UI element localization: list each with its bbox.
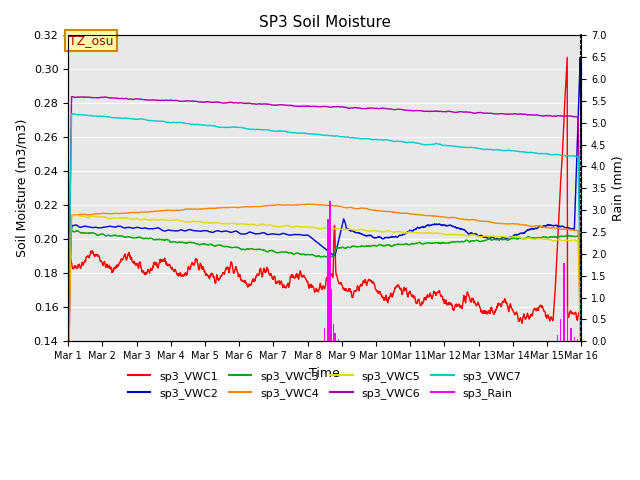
sp3_VWC7 [356, 136, 364, 142]
sp3_VWC1 [577, 338, 585, 344]
Y-axis label: Soil Moisture (m3/m3): Soil Moisture (m3/m3) [15, 119, 28, 257]
sp3_VWC2 [64, 338, 72, 344]
sp3_VWC5 [64, 338, 72, 344]
sp3_VWC2 [302, 232, 310, 238]
sp3_VWC7 [302, 131, 310, 136]
sp3_VWC4 [104, 211, 112, 216]
sp3_VWC3 [67, 227, 74, 233]
sp3_VWC5 [356, 227, 364, 232]
Bar [563, 263, 565, 341]
sp3_VWC5 [104, 216, 112, 221]
sp3_VWC4 [125, 210, 132, 216]
sp3_VWC1 [282, 285, 290, 291]
X-axis label: Time: Time [309, 367, 340, 380]
sp3_VWC6 [68, 94, 76, 99]
Bar [582, 340, 584, 341]
sp3_VWC5 [282, 222, 290, 228]
sp3_VWC6 [356, 105, 364, 111]
sp3_VWC1 [125, 250, 132, 255]
sp3_VWC3 [125, 234, 133, 240]
sp3_VWC3 [577, 338, 585, 344]
sp3_VWC5 [293, 223, 301, 229]
sp3_VWC4 [64, 338, 72, 344]
Bar [573, 337, 575, 341]
Legend: sp3_VWC1, sp3_VWC2, sp3_VWC3, sp3_VWC4, sp3_VWC5, sp3_VWC6, sp3_VWC7, sp3_Rain: sp3_VWC1, sp3_VWC2, sp3_VWC3, sp3_VWC4, … [124, 367, 525, 403]
sp3_VWC1 [356, 283, 364, 288]
sp3_VWC6 [282, 102, 290, 108]
sp3_VWC6 [104, 95, 112, 100]
sp3_VWC3 [293, 250, 301, 256]
sp3_VWC3 [104, 232, 112, 238]
sp3_VWC1 [292, 272, 300, 278]
Title: SP3 Soil Moisture: SP3 Soil Moisture [259, 15, 390, 30]
sp3_VWC2 [125, 225, 132, 230]
Bar [557, 335, 558, 341]
Bar [334, 333, 335, 341]
sp3_VWC3 [356, 244, 364, 250]
sp3_VWC1 [563, 55, 571, 60]
sp3_VWC3 [282, 250, 290, 255]
Bar [560, 319, 561, 341]
Bar [329, 202, 330, 341]
Line: sp3_VWC7: sp3_VWC7 [68, 114, 581, 341]
Bar [577, 339, 579, 341]
sp3_VWC7 [104, 114, 112, 120]
Bar [567, 306, 568, 341]
sp3_VWC5 [72, 212, 80, 218]
sp3_VWC2 [577, 155, 585, 160]
sp3_VWC4 [282, 202, 290, 208]
sp3_VWC5 [577, 338, 585, 344]
Line: sp3_VWC5: sp3_VWC5 [68, 215, 581, 341]
sp3_VWC1 [302, 276, 310, 282]
Line: sp3_VWC1: sp3_VWC1 [68, 58, 581, 341]
sp3_VWC7 [282, 129, 290, 134]
Bar [338, 339, 339, 341]
Line: sp3_VWC4: sp3_VWC4 [68, 204, 581, 341]
sp3_VWC5 [302, 224, 310, 230]
sp3_VWC6 [125, 96, 133, 102]
sp3_VWC4 [304, 201, 312, 207]
sp3_VWC7 [68, 111, 76, 117]
sp3_VWC7 [293, 131, 301, 136]
Bar [328, 219, 329, 341]
sp3_VWC4 [577, 338, 585, 344]
sp3_VWC6 [577, 323, 585, 328]
sp3_VWC2 [104, 224, 112, 229]
sp3_VWC6 [302, 103, 310, 109]
Bar [331, 289, 332, 341]
sp3_VWC7 [64, 338, 72, 344]
sp3_VWC5 [125, 216, 133, 221]
sp3_VWC6 [293, 103, 301, 109]
Text: TZ_osu: TZ_osu [69, 34, 113, 47]
sp3_VWC2 [282, 231, 290, 237]
sp3_VWC6 [64, 335, 72, 341]
sp3_VWC1 [104, 264, 112, 270]
Bar [324, 328, 325, 341]
Y-axis label: Rain (mm): Rain (mm) [612, 156, 625, 221]
sp3_VWC4 [292, 202, 300, 208]
sp3_VWC2 [577, 55, 584, 60]
sp3_VWC7 [577, 338, 585, 344]
sp3_VWC7 [125, 116, 133, 121]
Line: sp3_VWC6: sp3_VWC6 [68, 96, 581, 338]
sp3_VWC3 [302, 252, 310, 258]
sp3_VWC4 [356, 205, 364, 211]
sp3_VWC1 [64, 338, 72, 344]
sp3_VWC3 [64, 338, 72, 344]
sp3_VWC4 [302, 202, 310, 207]
Bar [333, 324, 334, 341]
Line: sp3_VWC3: sp3_VWC3 [68, 230, 581, 341]
sp3_VWC2 [292, 231, 300, 237]
Bar [570, 328, 572, 341]
sp3_VWC2 [356, 230, 364, 236]
Bar [580, 339, 582, 341]
Line: sp3_VWC2: sp3_VWC2 [68, 58, 581, 341]
